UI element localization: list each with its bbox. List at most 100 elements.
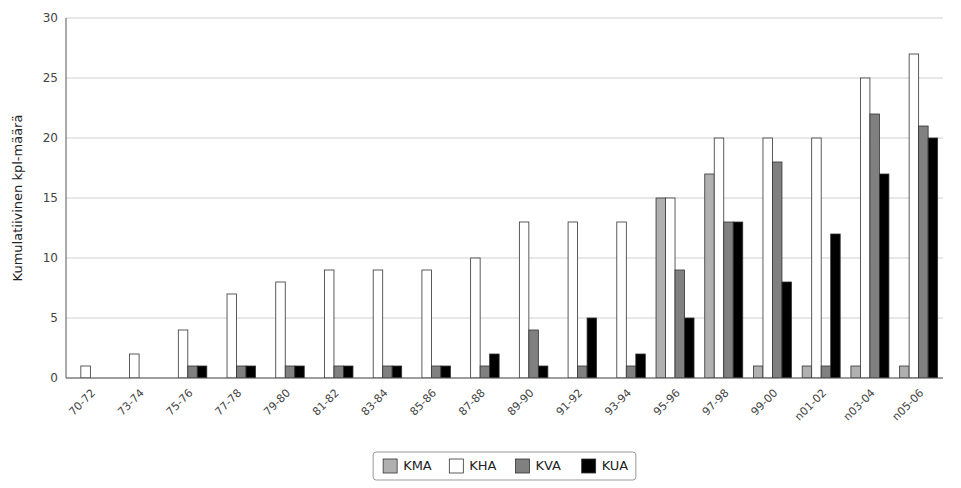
bars: [81, 54, 938, 378]
y-tick-label: 0: [50, 371, 58, 385]
bar: [383, 366, 393, 378]
y-axis-line: [66, 18, 67, 378]
bar: [772, 162, 782, 378]
y-tick-label: 10: [43, 251, 58, 265]
grid-line: [66, 18, 943, 19]
bar: [782, 282, 792, 378]
bar: [246, 366, 256, 378]
x-tick-label: n01-02: [792, 387, 829, 424]
bar: [714, 138, 724, 378]
legend-label: KUA: [602, 458, 629, 473]
grid: [66, 18, 943, 378]
bar: [802, 366, 812, 378]
bar: [197, 366, 207, 378]
bar: [879, 174, 889, 378]
bar: [519, 222, 529, 378]
bar: [480, 366, 490, 378]
legend: KMA KHA KVA KUA: [373, 452, 636, 480]
legend-swatch: [449, 459, 463, 473]
bar: [900, 366, 910, 378]
bar: [422, 270, 432, 378]
bar: [285, 366, 295, 378]
bar: [656, 198, 666, 378]
x-tick-label: 91-92: [554, 387, 586, 419]
x-tick-label: 81-82: [310, 387, 342, 419]
x-axis-line: [66, 378, 943, 379]
bar: [188, 366, 198, 378]
bar: [130, 354, 140, 378]
bar: [538, 366, 548, 378]
bar: [568, 222, 578, 378]
y-axis: 0 5 10 15 20 25 30: [43, 11, 58, 385]
bar: [870, 114, 880, 378]
x-tick-label: 87-88: [456, 387, 488, 419]
bar: [675, 270, 685, 378]
legend-label: KMA: [403, 458, 432, 473]
bar: [237, 366, 247, 378]
bar: [860, 78, 870, 378]
bar: [578, 366, 588, 378]
y-tick-label: 15: [43, 191, 58, 205]
bar: [763, 138, 773, 378]
bar: [851, 366, 861, 378]
chart-container: 05101520253070-7273-7475-7677-7879-8081-…: [0, 0, 961, 488]
bar: [431, 366, 441, 378]
bar-series: [188, 114, 928, 378]
grid-line: [66, 378, 943, 379]
bar: [587, 318, 597, 378]
bar: [324, 270, 334, 378]
x-tick-label: n03-04: [841, 387, 878, 424]
x-tick-label: 85-86: [407, 387, 439, 419]
y-tick-label: 25: [43, 71, 58, 85]
legend-box: [373, 452, 636, 480]
bar: [831, 234, 841, 378]
bar: [471, 258, 481, 378]
bar: [685, 318, 695, 378]
bar: [81, 366, 91, 378]
bar: [753, 366, 763, 378]
y-tick-label: 30: [43, 11, 58, 25]
x-tick-label: 70-72: [66, 387, 98, 419]
legend-swatch: [516, 459, 530, 473]
legend-label: KHA: [469, 458, 496, 473]
bar: [909, 54, 919, 378]
bar: [705, 174, 715, 378]
page: {"chart_data": {"type": "bar", "categori…: [0, 0, 961, 488]
bar: [343, 366, 353, 378]
bar: [392, 366, 402, 378]
bar: [529, 330, 539, 378]
bar: [666, 198, 676, 378]
x-axis: 70-7273-7475-7677-7879-8081-8283-8485-86…: [66, 387, 926, 424]
bar: [295, 366, 305, 378]
bar: [626, 366, 636, 378]
x-tick-label: 79-80: [261, 387, 293, 419]
x-tick-label: 97-98: [700, 387, 732, 419]
plot-area: [66, 18, 943, 378]
bar: [490, 354, 500, 378]
grid-line: [66, 78, 943, 79]
legend-swatch: [383, 459, 397, 473]
bar: [928, 138, 938, 378]
bar: [227, 294, 237, 378]
bar: [733, 222, 743, 378]
y-tick-label: 20: [43, 131, 58, 145]
bar: [334, 366, 344, 378]
x-tick-label: 77-78: [213, 387, 245, 419]
bar: [919, 126, 929, 378]
x-tick-label: 99-00: [748, 387, 780, 419]
bar: [636, 354, 646, 378]
x-tick-label: n05-06: [890, 387, 927, 424]
x-tick-label: 95-96: [651, 387, 683, 419]
bar: [178, 330, 188, 378]
x-tick-label: 83-84: [359, 387, 391, 419]
legend-label: KVA: [536, 458, 562, 473]
bar: [441, 366, 451, 378]
bar-series: [197, 138, 937, 378]
chart-svg: 05101520253070-7273-7475-7677-7879-8081-…: [0, 0, 961, 488]
y-axis-label: Kumulatiivinen kpl-määrä: [10, 115, 25, 282]
bar: [373, 270, 383, 378]
y-tick-label: 5: [50, 311, 58, 325]
x-tick-label: 93-94: [602, 387, 634, 419]
x-tick-label: 75-76: [164, 387, 196, 419]
bar-series: [81, 54, 919, 378]
